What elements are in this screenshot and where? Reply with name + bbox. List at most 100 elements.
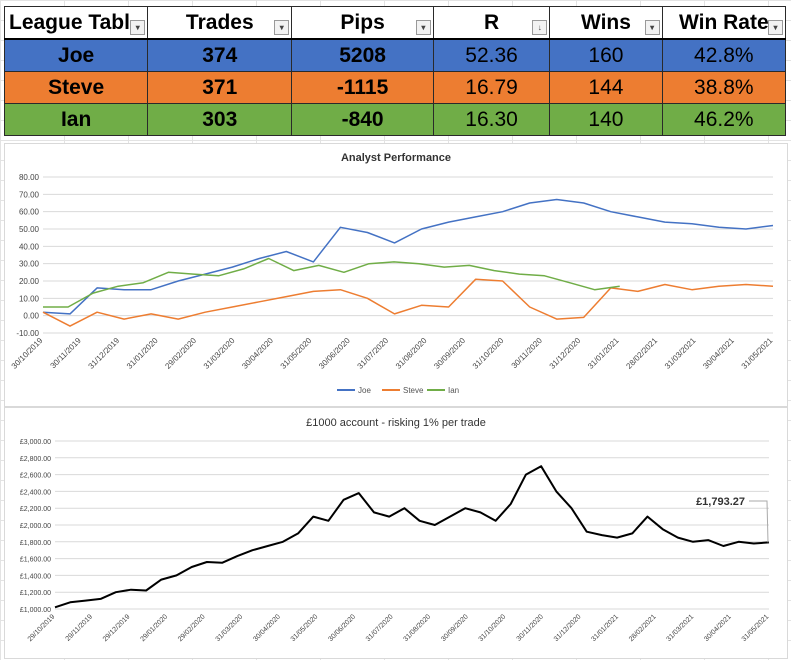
- cell-trades[interactable]: 303: [147, 103, 293, 136]
- last-value-label: £1,793.27: [696, 496, 745, 508]
- y-tick-label: £2,000.00: [20, 523, 51, 530]
- series-line-balance: [54, 465, 770, 609]
- header-win-rate[interactable]: Win Rate ▾: [661, 6, 787, 40]
- header-wins[interactable]: Wins ▾: [549, 6, 663, 40]
- y-tick-label: £1,600.00: [20, 557, 51, 564]
- cell-pips[interactable]: -840: [291, 103, 434, 136]
- x-tick-label: 31/03/2020: [215, 613, 245, 643]
- x-tick-label: 31/03/2021: [663, 336, 698, 371]
- cell-wins[interactable]: 140: [549, 103, 663, 136]
- y-tick-label: £2,200.00: [20, 506, 51, 513]
- x-tick-label: 30/11/2020: [516, 613, 545, 642]
- y-tick-label: 30.00: [19, 260, 40, 269]
- cell-trades[interactable]: 371: [147, 71, 293, 104]
- x-tick-label: 31/01/2021: [586, 336, 621, 371]
- y-tick-label: 0.00: [23, 312, 39, 321]
- x-tick-label: 31/07/2020: [356, 336, 391, 371]
- x-tick-label: 30/04/2020: [252, 613, 282, 643]
- cell-r[interactable]: 16.79: [432, 71, 551, 104]
- y-tick-label: 20.00: [19, 277, 40, 286]
- y-tick-label: £2,400.00: [20, 489, 51, 496]
- header-league-label: League Tabl: [9, 10, 130, 34]
- x-tick-label: 31/08/2020: [394, 336, 429, 371]
- table-row[interactable]: Steve 371 -1115 16.79 144 38.8%: [3, 71, 787, 104]
- x-tick-label: 30/10/2019: [10, 336, 45, 371]
- header-wins-label: Wins: [580, 10, 631, 34]
- header-league-table[interactable]: League Tabl ▾: [3, 6, 149, 40]
- y-tick-label: 10.00: [19, 294, 40, 303]
- filter-dropdown-icon[interactable]: ▾: [274, 20, 290, 35]
- x-tick-label: 31/05/2020: [279, 336, 314, 371]
- header-win-rate-label: Win Rate: [678, 10, 769, 34]
- chart-title: Analyst Performance: [341, 152, 451, 164]
- x-tick-label: 30/09/2020: [432, 336, 467, 371]
- account-balance-svg: £1000 account - risking 1% per trade £1,…: [20, 417, 771, 643]
- x-tick-label: 30/04/2020: [240, 336, 275, 371]
- legend-label: Joe: [358, 386, 371, 395]
- x-tick-label: 31/01/2021: [590, 613, 620, 643]
- table-row[interactable]: Joe 374 5208 52.36 160 42.8%: [3, 38, 787, 72]
- analyst-performance-chart[interactable]: Analyst Performance -10.00 0.00 10.00 20.00…: [4, 143, 788, 407]
- x-tick-label: 30/11/2019: [49, 336, 84, 371]
- x-tick-label: 30/09/2020: [440, 613, 470, 643]
- header-r-label: R: [484, 10, 500, 34]
- legend-label: Ian: [448, 386, 459, 395]
- y-tick-label: £2,600.00: [20, 473, 51, 480]
- filter-dropdown-icon[interactable]: ▾: [768, 20, 783, 35]
- y-tick-label: £1,400.00: [20, 573, 51, 580]
- cell-name[interactable]: Ian: [3, 103, 149, 136]
- header-pips[interactable]: Pips ▾: [291, 6, 434, 40]
- header-r[interactable]: R ↓: [432, 6, 551, 40]
- series-line-joe: [42, 198, 774, 315]
- y-tick-label: 40.00: [19, 242, 40, 251]
- cell-wins[interactable]: 160: [549, 38, 663, 72]
- cell-name[interactable]: Joe: [3, 38, 149, 72]
- cell-r[interactable]: 16.30: [432, 103, 551, 136]
- x-tick-label: 31/10/2020: [471, 336, 506, 371]
- x-tick-label: 29/02/2020: [177, 613, 207, 643]
- cell-win-rate[interactable]: 38.8%: [661, 71, 787, 104]
- x-tick-label: 31/07/2020: [365, 613, 395, 643]
- header-trades-label: Trades: [185, 10, 254, 34]
- sort-filter-icon[interactable]: ↓: [532, 20, 548, 35]
- filter-dropdown-icon[interactable]: ▾: [130, 20, 146, 35]
- account-balance-chart[interactable]: £1000 account - risking 1% per trade £1,…: [4, 407, 788, 659]
- cell-wins[interactable]: 144: [549, 71, 663, 104]
- x-tick-label: 31/12/2019: [87, 336, 122, 371]
- filter-dropdown-icon[interactable]: ▾: [644, 20, 660, 35]
- x-tick-label: 30/04/2021: [703, 613, 733, 643]
- x-tick-label: 30/04/2021: [701, 336, 736, 371]
- x-tick-label: 31/05/2021: [740, 336, 775, 371]
- series-line-steve: [42, 278, 774, 327]
- y-tick-label: -10.00: [16, 329, 39, 338]
- x-tick-label: 28/02/2021: [628, 613, 658, 643]
- cell-name[interactable]: Steve: [3, 71, 149, 104]
- cell-trades[interactable]: 374: [147, 38, 293, 72]
- x-tick-label: 29/11/2019: [65, 613, 94, 642]
- y-tick-label: 50.00: [19, 225, 40, 234]
- x-tick-label: 31/05/2020: [290, 613, 320, 643]
- header-trades[interactable]: Trades ▾: [147, 6, 293, 40]
- y-tick-label: £2,800.00: [20, 456, 51, 463]
- header-pips-label: Pips: [340, 10, 385, 34]
- cell-win-rate[interactable]: 46.2%: [661, 103, 787, 136]
- x-tick-label: 31/05/2021: [741, 613, 771, 643]
- cell-pips[interactable]: 5208: [291, 38, 434, 72]
- x-tick-label: 30/06/2020: [317, 336, 352, 371]
- y-tick-label: £1,000.00: [20, 607, 51, 614]
- x-tick-label: 29/12/2019: [102, 613, 132, 643]
- y-tick-label: 60.00: [19, 208, 40, 217]
- x-tick-label: 31/10/2020: [478, 613, 508, 643]
- filter-dropdown-icon[interactable]: ▾: [415, 20, 431, 35]
- cell-win-rate[interactable]: 42.8%: [661, 38, 787, 72]
- y-tick-label: 80.00: [19, 173, 40, 182]
- y-tick-label: £1,800.00: [20, 540, 51, 547]
- league-header-row: League Tabl ▾ Trades ▾ Pips ▾ R ↓ Wins ▾ Win …: [3, 6, 787, 40]
- x-tick-label: 31/01/2020: [125, 336, 160, 371]
- y-tick-label: 70.00: [19, 190, 40, 199]
- table-row[interactable]: Ian 303 -840 16.30 140 46.2%: [3, 103, 787, 136]
- x-tick-label: 31/03/2021: [666, 613, 696, 643]
- x-tick-label: 31/12/2020: [553, 613, 583, 643]
- cell-r[interactable]: 52.36: [432, 38, 551, 72]
- cell-pips[interactable]: -1115: [291, 71, 434, 104]
